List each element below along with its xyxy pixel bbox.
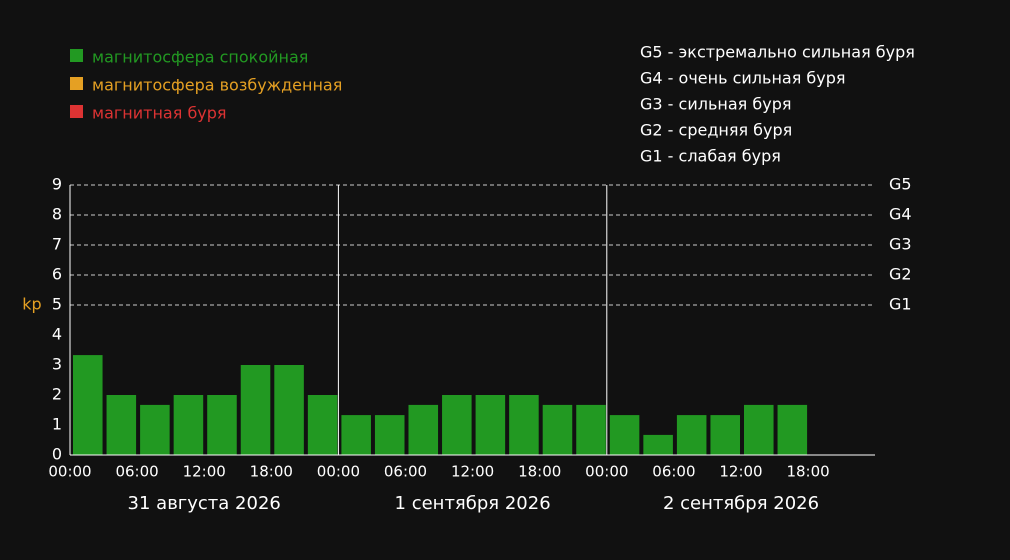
y-tick-label: 5 xyxy=(52,295,62,314)
kp-bar xyxy=(710,415,740,455)
x-tick-label: 18:00 xyxy=(786,463,829,481)
x-tick-label: 18:00 xyxy=(250,463,293,481)
kp-bar xyxy=(240,365,271,455)
x-tick-label: 00:00 xyxy=(317,463,360,481)
bars xyxy=(73,355,808,455)
kp-bar xyxy=(341,415,371,455)
y-tick-label: 1 xyxy=(52,415,62,434)
y-tick-label: 7 xyxy=(52,235,62,254)
grid: G5 G4 G3 G2 G1 xyxy=(70,175,912,455)
kp-bar xyxy=(140,404,170,455)
x-tick-label: 12:00 xyxy=(451,463,494,481)
kp-bar xyxy=(73,355,103,455)
storm-scale-item: G3 - сильная буря xyxy=(640,95,791,114)
kp-bar xyxy=(744,404,774,455)
kp-bar xyxy=(442,395,472,455)
storm-scale-item: G2 - средняя буря xyxy=(640,121,792,140)
kp-bar xyxy=(173,395,204,455)
x-tick-label: 00:00 xyxy=(585,463,628,481)
y-tick-label: 8 xyxy=(52,205,62,224)
day-label: 31 августа 2026 xyxy=(128,493,281,514)
storm-scale-list: G5 - экстремально сильная буря G4 - очень… xyxy=(640,43,915,166)
x-tick-label: 18:00 xyxy=(518,463,561,481)
kp-bar xyxy=(676,415,707,455)
x-tick-label: 00:00 xyxy=(48,463,91,481)
legend-label: магнитосфера возбужденная xyxy=(92,76,342,95)
storm-level-label: G1 xyxy=(889,295,912,314)
kp-bar xyxy=(777,404,808,455)
day-label: 2 сентября 2026 xyxy=(663,493,819,514)
storm-level-label: G3 xyxy=(889,235,912,254)
x-tick-label: 06:00 xyxy=(115,463,158,481)
x-tick-label: 12:00 xyxy=(719,463,762,481)
legend-label: магнитная буря xyxy=(92,104,227,123)
x-tick-label: 06:00 xyxy=(652,463,695,481)
legend-swatch xyxy=(70,105,83,118)
legend-label: магнитосфера спокойная xyxy=(92,48,308,67)
x-tick-label: 12:00 xyxy=(183,463,226,481)
y-tick-label: 4 xyxy=(52,325,62,344)
kp-bar xyxy=(643,434,673,455)
storm-scale-item: G4 - очень сильная буря xyxy=(640,69,846,88)
kp-bar xyxy=(475,395,506,455)
kp-bar xyxy=(408,404,439,455)
kp-bar xyxy=(374,415,405,455)
kp-bar xyxy=(207,395,237,455)
storm-scale-item: G1 - слабая буря xyxy=(640,147,781,166)
kp-bar xyxy=(609,415,640,455)
storm-level-label: G2 xyxy=(889,265,912,284)
kp-bar xyxy=(509,395,539,455)
x-tick-label: 06:00 xyxy=(384,463,427,481)
y-tick-label: 3 xyxy=(52,355,62,374)
kp-bar xyxy=(542,404,573,455)
legend: магнитосфера спокойная магнитосфера возбу… xyxy=(70,48,342,123)
y-tick-label: 0 xyxy=(52,445,62,464)
y-tick-label: 9 xyxy=(52,175,62,194)
kp-bar xyxy=(106,395,137,455)
y-tick-label: 6 xyxy=(52,265,62,284)
kp-bar xyxy=(307,395,338,455)
storm-level-label: G4 xyxy=(889,205,912,224)
legend-swatch xyxy=(70,49,83,62)
y-axis-label: kp xyxy=(22,295,41,314)
axes: 0 1 2 3 4 5 6 7 8 9 kp 00:00 06:00 12:00 18:00 00:00 06:… xyxy=(22,175,875,514)
legend-swatch xyxy=(70,77,83,90)
y-tick-label: 2 xyxy=(52,385,62,404)
kp-bar xyxy=(274,365,304,455)
storm-scale-item: G5 - экстремально сильная буря xyxy=(640,43,915,62)
kp-bar xyxy=(576,404,606,455)
storm-level-label: G5 xyxy=(889,175,912,194)
day-label: 1 сентября 2026 xyxy=(395,493,551,514)
